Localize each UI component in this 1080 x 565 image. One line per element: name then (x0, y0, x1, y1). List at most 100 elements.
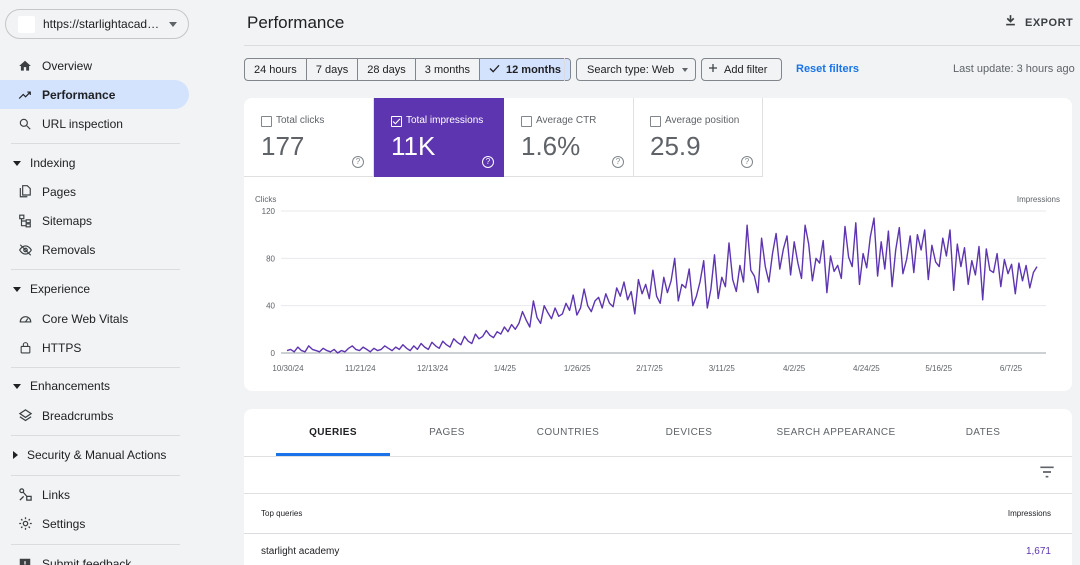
tab-dates[interactable]: DATES (965, 427, 1001, 438)
checkbox[interactable] (650, 116, 661, 127)
date-range-selector: 24 hours 7 days 28 days 3 months 12 mont… (244, 58, 572, 81)
metric-value: 177 (261, 131, 305, 161)
queries-table-card: QUERIES PAGES COUNTRIES DEVICES SEARCH A… (244, 409, 1072, 565)
chevron-down-icon (682, 67, 689, 72)
sidebar-item-url-inspection[interactable]: URL inspection (0, 109, 189, 138)
performance-chart-card: Total clicks 177 ? Total impressions 11K… (244, 98, 1072, 391)
y2-axis-label: Impressions (1017, 195, 1060, 204)
page-title: Performance (247, 13, 345, 32)
checkbox[interactable] (261, 116, 272, 127)
checkbox[interactable] (391, 116, 402, 127)
metric-label: Total clicks (276, 115, 325, 126)
check-icon (489, 64, 500, 76)
speedometer-icon (17, 311, 33, 327)
gear-icon (17, 516, 33, 532)
impressions-series-line (286, 217, 1038, 354)
sidebar-item-feedback[interactable]: Submit feedback (0, 549, 189, 565)
trending-up-icon (17, 87, 33, 103)
caret-down-icon (13, 160, 21, 166)
sidebar-divider (11, 544, 180, 545)
download-icon (1004, 13, 1017, 32)
table-row-query[interactable]: starlight academy (261, 546, 340, 557)
caret-right-icon (13, 451, 18, 459)
chevron-down-icon (169, 21, 177, 27)
layers-icon (17, 408, 33, 424)
tab-pages[interactable]: PAGES (429, 427, 465, 438)
help-icon[interactable]: ? (741, 156, 753, 168)
sidebar-item-removals[interactable]: Removals (0, 235, 189, 264)
metric-total-impressions[interactable]: Total impressions 11K ? (374, 98, 504, 177)
sidebar-item-core-web-vitals[interactable]: Core Web Vitals (0, 304, 189, 333)
search-type-label: Search type: Web (587, 63, 675, 76)
tab-search-appearance[interactable]: SEARCH APPEARANCE (776, 427, 896, 438)
help-icon[interactable]: ? (352, 156, 364, 168)
section-security[interactable]: Security & Manual Actions (0, 442, 166, 468)
sidebar-item-pages[interactable]: Pages (0, 177, 189, 206)
sidebar-item-label: Removals (42, 242, 96, 257)
sidebar-item-links[interactable]: Links (0, 480, 189, 509)
y-tick-label: 0 (271, 349, 276, 358)
section-indexing[interactable]: Indexing (0, 150, 75, 176)
tab-queries[interactable]: QUERIES (309, 427, 357, 438)
checkbox[interactable] (521, 116, 532, 127)
sidebar-divider (11, 143, 180, 144)
y-axis-ticks: 120 80 40 0 (262, 207, 276, 358)
sidebar-item-breadcrumbs[interactable]: Breadcrumbs (0, 401, 189, 430)
range-12-months[interactable]: 12 months (480, 59, 571, 80)
tab-devices[interactable]: DEVICES (665, 427, 713, 438)
sidebar-item-performance[interactable]: Performance (0, 80, 189, 109)
section-enhancements[interactable]: Enhancements (0, 373, 110, 399)
y-axis-label: Clicks (255, 195, 276, 204)
sidebar-item-label: Pages (42, 184, 77, 199)
sidebar-divider (11, 435, 180, 436)
table-header-divider (244, 533, 1072, 534)
sidebar-item-settings[interactable]: Settings (0, 509, 189, 538)
sidebar-divider (11, 475, 180, 476)
column-header-impressions[interactable]: Impressions (1007, 509, 1051, 518)
range-7-days[interactable]: 7 days (307, 59, 359, 80)
range-3-months[interactable]: 3 months (416, 59, 481, 80)
x-tick-label: 1/4/25 (494, 364, 517, 373)
sidebar-item-label: Submit feedback (42, 556, 132, 565)
sidebar-item-label: Core Web Vitals (42, 311, 129, 326)
add-filter-button[interactable]: Add filter (701, 58, 782, 81)
metric-value: 11K (391, 131, 436, 161)
x-tick-label: 4/24/25 (853, 364, 880, 373)
export-button[interactable]: EXPORT (1004, 13, 1073, 32)
sidebar-item-label: HTTPS (42, 340, 82, 355)
last-update-text: Last update: 3 hours ago (953, 63, 1075, 75)
sidebar-divider (11, 269, 180, 270)
pages-icon (17, 184, 33, 200)
sitemap-icon (17, 213, 33, 229)
x-tick-label: 5/16/25 (925, 364, 952, 373)
metric-value: 25.9 (650, 131, 701, 161)
help-icon[interactable]: ? (482, 156, 494, 168)
y-tick-label: 80 (266, 254, 275, 263)
range-28-days[interactable]: 28 days (358, 59, 416, 80)
metric-total-clicks[interactable]: Total clicks 177 ? (244, 98, 374, 177)
export-label: EXPORT (1025, 16, 1074, 29)
lock-icon (17, 340, 33, 356)
metric-value: 1.6% (521, 131, 581, 161)
sidebar-item-sitemaps[interactable]: Sitemaps (0, 206, 189, 235)
add-filter-label: Add filter (724, 63, 768, 76)
help-icon[interactable]: ? (612, 156, 624, 168)
metric-label: Average position (665, 115, 740, 126)
section-label: Experience (30, 282, 91, 296)
range-24-hours[interactable]: 24 hours (245, 59, 307, 80)
sidebar-item-overview[interactable]: Overview (0, 51, 189, 80)
metric-average-ctr[interactable]: Average CTR 1.6% ? (504, 98, 634, 177)
sidebar-item-https[interactable]: HTTPS (0, 333, 189, 362)
x-tick-label: 10/30/24 (272, 364, 304, 373)
sidebar-item-label: Settings (42, 516, 86, 531)
reset-filters-link[interactable]: Reset filters (796, 63, 859, 75)
section-experience[interactable]: Experience (0, 276, 90, 302)
search-type-dropdown[interactable]: Search type: Web (576, 58, 696, 81)
tab-countries[interactable]: COUNTRIES (536, 427, 600, 438)
metric-average-position[interactable]: Average position 25.9 ? (633, 98, 763, 177)
filter-icon[interactable] (1039, 465, 1055, 483)
sidebar-item-label: Overview (42, 58, 93, 73)
column-header-queries[interactable]: Top queries (261, 509, 303, 518)
